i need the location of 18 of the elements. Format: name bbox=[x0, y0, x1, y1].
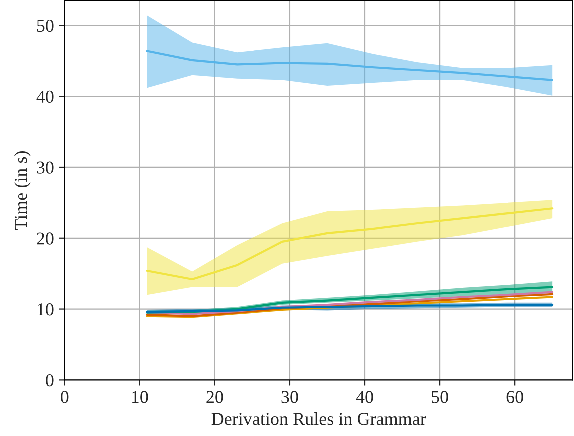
x-tick-label: 60 bbox=[506, 391, 524, 404]
y-tick-label: 30 bbox=[37, 162, 54, 174]
y-axis-title: Time (in s) bbox=[14, 152, 31, 230]
line-series bbox=[146, 50, 554, 82]
x-tick-label: 40 bbox=[356, 391, 374, 404]
x-tick-label: 20 bbox=[206, 391, 224, 404]
line-series bbox=[146, 286, 554, 314]
x-tick-label: 30 bbox=[282, 391, 298, 404]
y-tick-label: 20 bbox=[37, 232, 54, 245]
line-series bbox=[146, 208, 554, 281]
x-tick-label: 10 bbox=[132, 391, 148, 404]
x-tick-label: 0 bbox=[61, 391, 69, 404]
y-tick-label: 0 bbox=[46, 374, 54, 387]
y-tick-label: 40 bbox=[36, 90, 54, 104]
y-tick-label: 10 bbox=[38, 304, 54, 316]
x-tick-label: 50 bbox=[432, 391, 448, 404]
x-axis-title: Derivation Rules in Grammar bbox=[212, 412, 426, 426]
y-tick-label: 50 bbox=[37, 20, 54, 32]
